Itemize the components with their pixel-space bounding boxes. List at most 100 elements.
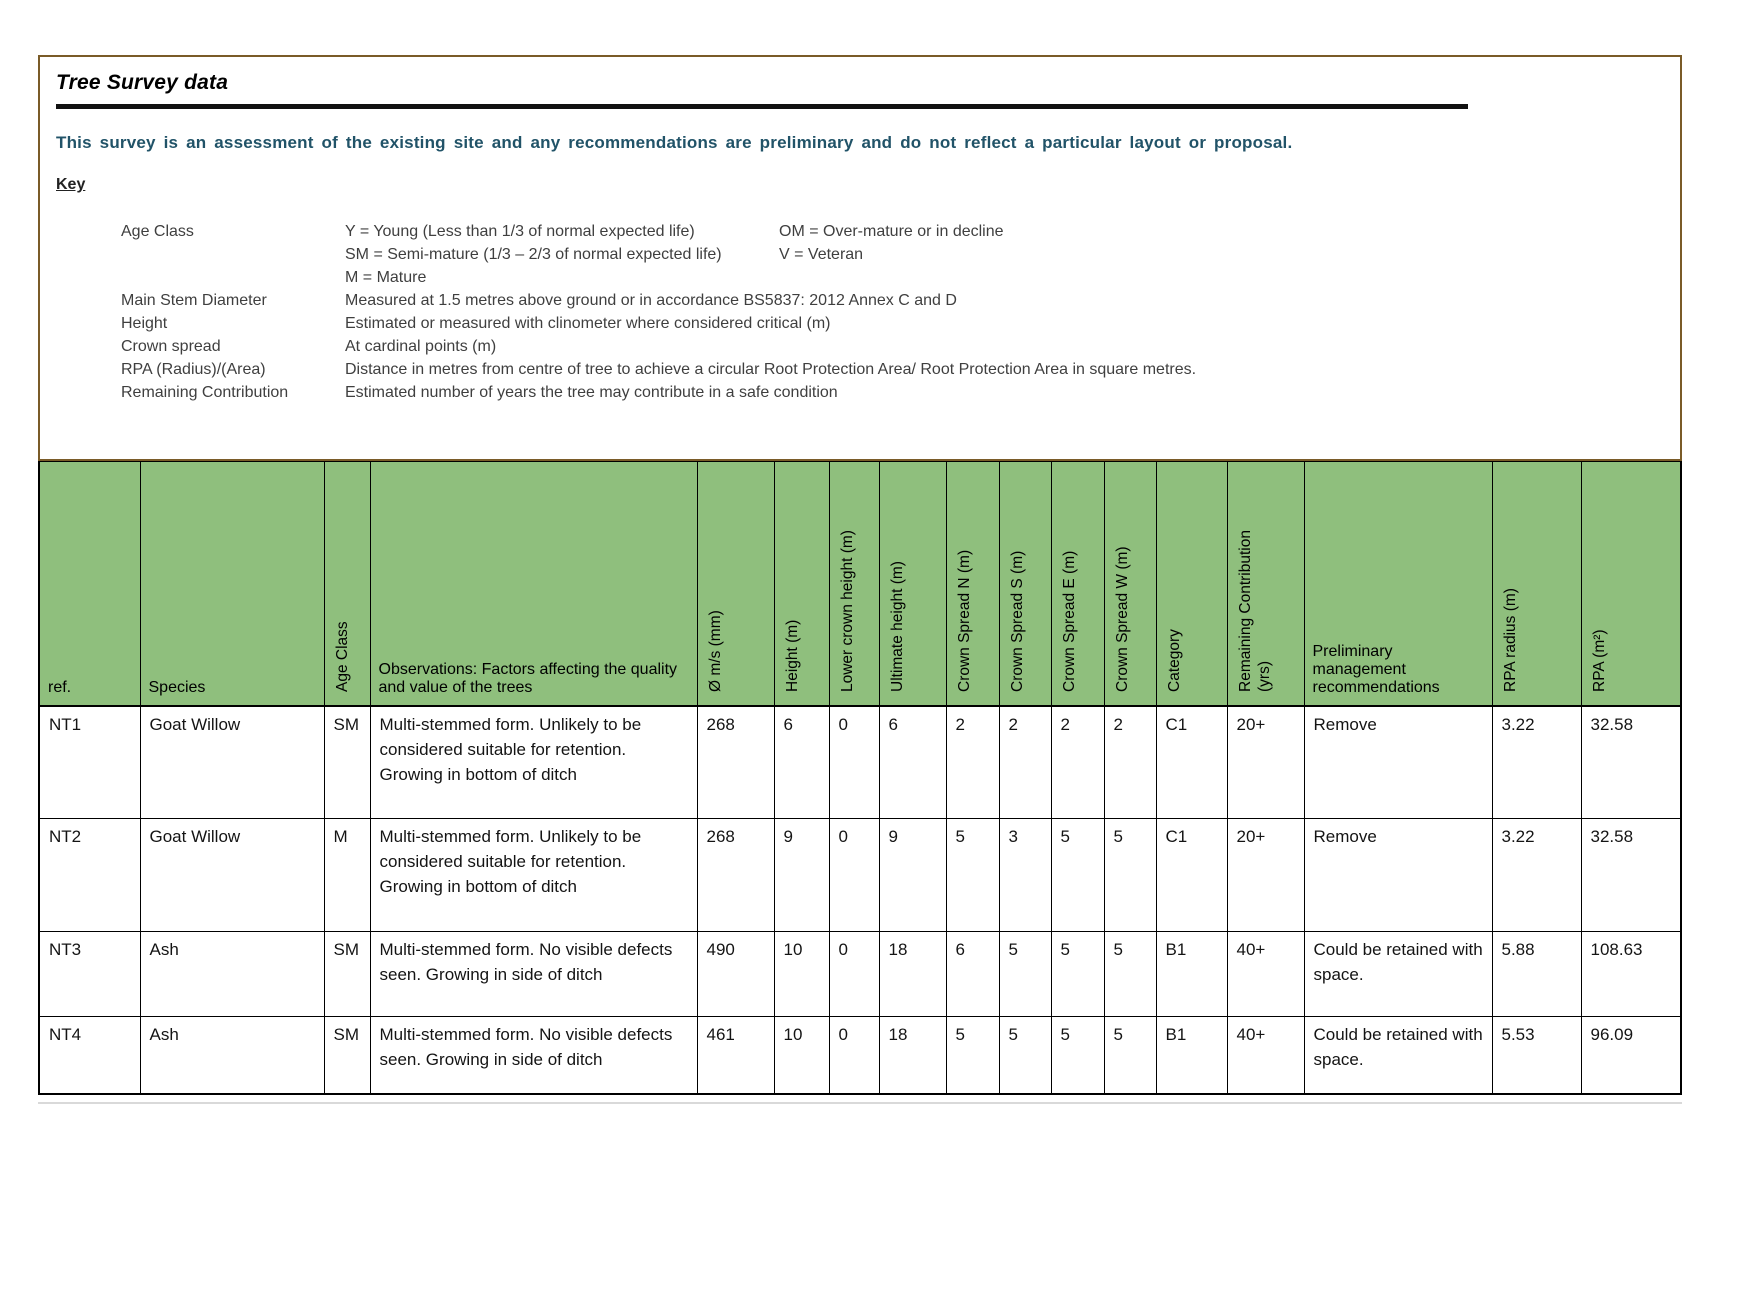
cell-crown-spread-s: 3 [998, 817, 1052, 932]
cell-category: C1 [1155, 817, 1228, 932]
key-definition: SM = Semi-mature (1/3 – 2/3 of normal ex… [345, 246, 722, 263]
column-header-age-class: Age Class [323, 461, 371, 707]
cell-species: Ash [139, 930, 325, 1017]
key-row: Age Class Y = Young (Less than 1/3 of no… [121, 220, 1660, 243]
cell-stem-diameter: 268 [696, 817, 775, 932]
cell-age-class: SM [323, 705, 371, 819]
column-header-stem-diameter: Ø m/s (mm) [696, 461, 775, 707]
header-row: ref. Species Age Class Observations: Fac… [38, 461, 1682, 707]
cell-rpa-area: 32.58 [1580, 705, 1682, 819]
key-definition: Measured at 1.5 metres above ground or i… [345, 292, 957, 309]
cell-crown-spread-n: 5 [945, 817, 1000, 932]
cell-rpa-radius: 3.22 [1491, 705, 1582, 819]
key-row: Crown spread At cardinal points (m) [121, 335, 1660, 358]
key-definition: M = Mature [345, 269, 427, 286]
key-row: Remaining Contribution Estimated number … [121, 381, 1660, 404]
cell-category: C1 [1155, 705, 1228, 819]
cell-category: B1 [1155, 930, 1228, 1017]
cell-height: 6 [773, 705, 830, 819]
cell-lower-crown-height: 0 [828, 930, 880, 1017]
key-extra [779, 335, 1660, 358]
key-extra [779, 289, 1660, 312]
key-row: Main Stem Diameter Measured at 1.5 metre… [121, 289, 1660, 312]
key-extra [779, 312, 1660, 335]
cell-crown-spread-s: 2 [998, 705, 1052, 819]
key-term [121, 243, 345, 266]
key-row: Height Estimated or measured with clinom… [121, 312, 1660, 335]
key-term: Crown spread [121, 338, 221, 355]
cell-observations: Multi-stemmed form. No visible defects s… [369, 930, 698, 1017]
key-heading: Key [56, 176, 86, 193]
key-extra [779, 266, 1660, 289]
column-header-lower-crown-height: Lower crown height (m) [828, 461, 880, 707]
cell-ref: NT3 [38, 930, 141, 1017]
key-row: RPA (Radius)/(Area) Distance in metres f… [121, 358, 1660, 381]
cell-ref: NT2 [38, 817, 141, 932]
key-term [121, 266, 345, 289]
key-row: M = Mature [121, 266, 1660, 289]
cell-observations: Multi-stemmed form. Unlikely to be consi… [369, 705, 698, 819]
cell-crown-spread-w: 5 [1103, 1015, 1157, 1095]
key-extra: V = Veteran [779, 246, 864, 263]
cell-preliminary-recommendations: Could be retained with space. [1303, 930, 1493, 1017]
cell-rpa-area: 32.58 [1580, 817, 1682, 932]
cell-species: Ash [139, 1015, 325, 1095]
cell-crown-spread-w: 5 [1103, 930, 1157, 1017]
column-header-crown-spread-s: Crown Spread S (m) [998, 461, 1052, 707]
tree-survey-table: ref. Species Age Class Observations: Fac… [38, 461, 1682, 1095]
title-rule [56, 104, 1468, 109]
cell-observations: Multi-stemmed form. Unlikely to be consi… [369, 817, 698, 932]
column-header-crown-spread-e: Crown Spread E (m) [1050, 461, 1105, 707]
key-definition: Y = Young (Less than 1/3 of normal expec… [345, 223, 695, 240]
cell-height: 9 [773, 817, 830, 932]
table-row: NT3 Ash SM Multi-stemmed form. No visibl… [38, 930, 1682, 1017]
key-definition: At cardinal points (m) [345, 338, 497, 355]
cell-preliminary-recommendations: Could be retained with space. [1303, 1015, 1493, 1095]
cell-crown-spread-e: 2 [1050, 705, 1105, 819]
column-header-species: Species [139, 461, 325, 707]
cell-age-class: SM [323, 1015, 371, 1095]
cell-species: Goat Willow [139, 705, 325, 819]
key-extra: OM = Over-mature or in decline [779, 223, 1004, 240]
key-box: Tree Survey data This survey is an asses… [38, 55, 1682, 461]
column-header-preliminary-recommendations: Preliminary management recommendations [1303, 461, 1493, 707]
survey-statement: This survey is an assessment of the exis… [56, 133, 1293, 152]
cell-crown-spread-n: 2 [945, 705, 1000, 819]
cell-ultimate-height: 6 [878, 705, 947, 819]
cell-observations: Multi-stemmed form. No visible defects s… [369, 1015, 698, 1095]
cell-crown-spread-s: 5 [998, 1015, 1052, 1095]
column-header-ultimate-height: Ultimate height (m) [878, 461, 947, 707]
cell-lower-crown-height: 0 [828, 1015, 880, 1095]
cell-crown-spread-w: 5 [1103, 817, 1157, 932]
cell-lower-crown-height: 0 [828, 705, 880, 819]
table-row: NT2 Goat Willow M Multi-stemmed form. Un… [38, 817, 1682, 932]
cell-preliminary-recommendations: Remove [1303, 705, 1493, 819]
column-header-rpa-radius: RPA radius (m) [1491, 461, 1582, 707]
key-extra [779, 381, 1660, 404]
key-definition: Estimated number of years the tree may c… [345, 384, 838, 401]
document-page: Tree Survey data This survey is an asses… [38, 55, 1682, 1104]
cell-crown-spread-e: 5 [1050, 1015, 1105, 1095]
key-term: Height [121, 315, 168, 332]
cell-preliminary-recommendations: Remove [1303, 817, 1493, 932]
cell-crown-spread-e: 5 [1050, 817, 1105, 932]
key-term: Remaining Contribution [121, 384, 289, 401]
page-title: Tree Survey data [56, 71, 229, 94]
cell-crown-spread-n: 6 [945, 930, 1000, 1017]
cell-stem-diameter: 490 [696, 930, 775, 1017]
key-table: Age Class Y = Young (Less than 1/3 of no… [56, 220, 1660, 404]
key-definition: Distance in metres from centre of tree t… [345, 361, 1197, 378]
cell-rpa-area: 108.63 [1580, 930, 1682, 1017]
cell-ref: NT4 [38, 1015, 141, 1095]
table-row: NT1 Goat Willow SM Multi-stemmed form. U… [38, 705, 1682, 819]
cell-category: B1 [1155, 1015, 1228, 1095]
column-header-crown-spread-w: Crown Spread W (m) [1103, 461, 1157, 707]
cell-remaining-contribution: 20+ [1226, 705, 1305, 819]
column-header-ref: ref. [38, 461, 141, 707]
cell-remaining-contribution: 20+ [1226, 817, 1305, 932]
key-definition: Estimated or measured with clinometer wh… [345, 315, 831, 332]
cell-ultimate-height: 18 [878, 1015, 947, 1095]
cell-crown-spread-s: 5 [998, 930, 1052, 1017]
cell-ultimate-height: 18 [878, 930, 947, 1017]
cell-age-class: M [323, 817, 371, 932]
